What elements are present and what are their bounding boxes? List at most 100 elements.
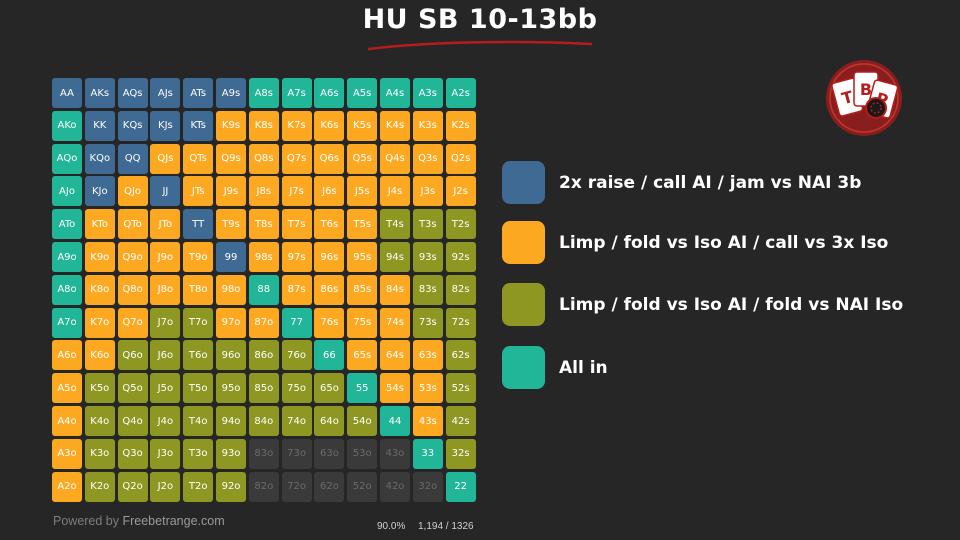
hand-cell: 92o [216, 471, 246, 502]
hand-cell: K2s [445, 110, 476, 141]
hand-cell: A4o [52, 406, 82, 436]
hand-cell: KQo [84, 143, 115, 174]
hand-cell: T9s [216, 209, 246, 240]
hand-cell: 97s [281, 242, 312, 272]
hand-cell: 65o [314, 373, 345, 404]
hand-cell: T9o [183, 242, 214, 272]
hand-cell: 65s [347, 340, 378, 371]
title-underline [367, 40, 593, 51]
legend-label: All in [559, 357, 608, 378]
hand-cell: A7o [52, 307, 82, 338]
hand-cell: QQ [117, 143, 148, 174]
hand-cell: A6s [314, 78, 345, 108]
hand-cell: 87o [248, 307, 279, 338]
hand-cell: 73o [281, 438, 312, 469]
hand-cell: 77 [281, 307, 312, 338]
hand-cell: 54o [347, 406, 378, 436]
hand-cell: 75o [281, 373, 312, 404]
hand-cell: Q3s [412, 143, 443, 174]
hand-cell: 32o [412, 471, 443, 502]
hand-cell: T8o [183, 274, 214, 305]
hand-cell: A2o [52, 471, 82, 502]
hand-cell: 55 [347, 373, 378, 404]
hand-cell: KJs [150, 110, 181, 141]
legend-item-limp-call: Limp / fold vs Iso AI / call vs 3x Iso [502, 221, 888, 264]
hand-cell: J4s [380, 176, 410, 207]
hand-cell: 93s [412, 242, 443, 272]
hand-cell: 97o [216, 307, 246, 338]
legend-swatch [502, 161, 545, 204]
hand-cell: 74o [281, 406, 312, 436]
hand-cell: Q2s [445, 143, 476, 174]
hand-cell: K2o [84, 471, 115, 502]
legend-item-all-in: All in [502, 346, 608, 389]
hand-cell: KQs [117, 110, 148, 141]
hand-cell: 62s [445, 340, 476, 371]
hand-cell: 85s [347, 274, 378, 305]
hand-cell: 88 [248, 274, 279, 305]
hand-cell: J5o [150, 373, 181, 404]
hand-cell: 42s [445, 406, 476, 436]
hand-cell: J3o [150, 438, 181, 469]
hand-cell: J8s [248, 176, 279, 207]
hand-cell: 54s [380, 373, 410, 404]
hand-cell: 94s [380, 242, 410, 272]
hand-cell: 87s [281, 274, 312, 305]
hand-cell: K7s [281, 110, 312, 141]
logo-letter-t: T [840, 87, 856, 108]
hand-cell: A3s [412, 78, 443, 108]
brand-link[interactable]: Freebetrange.com [122, 514, 225, 528]
legend-label: Limp / fold vs Iso AI / call vs 3x Iso [559, 232, 889, 253]
hand-cell: A2s [445, 78, 476, 108]
hand-cell: Q6s [314, 143, 345, 174]
hand-cell: J6s [314, 176, 345, 207]
hand-cell: Q9o [117, 242, 148, 272]
logo-letter-b: B [860, 80, 872, 99]
hand-cell: AA [52, 78, 82, 108]
hand-cell: 64o [314, 406, 345, 436]
hand-cell: Q9s [216, 143, 246, 174]
hand-cell: 43s [412, 406, 443, 436]
hand-cell: AQo [52, 143, 82, 174]
hand-cell: 74s [380, 307, 410, 338]
hand-cell: 72o [281, 471, 312, 502]
hand-cell: A9o [52, 242, 82, 272]
powered-by-text: Powered by [53, 514, 123, 528]
hand-cell: 44 [380, 406, 410, 436]
hand-cell: Q7s [281, 143, 312, 174]
hand-cell: T7s [281, 209, 312, 240]
hand-cell: A9s [216, 78, 246, 108]
hand-cell: T2s [445, 209, 476, 240]
hand-cell: 98s [248, 242, 279, 272]
hand-cell: A5s [347, 78, 378, 108]
hand-cell: 82o [248, 471, 279, 502]
legend-swatch [502, 221, 545, 264]
hand-cell: A4s [380, 78, 410, 108]
hand-cell: ATs [183, 78, 214, 108]
hand-cell: J8o [150, 274, 181, 305]
hand-cell: K6s [314, 110, 345, 141]
hand-cell: 76s [314, 307, 345, 338]
hand-cell: Q4s [380, 143, 410, 174]
hand-cell: TT [183, 209, 214, 240]
hand-cell: T7o [183, 307, 214, 338]
hand-cell: 43o [380, 438, 410, 469]
hand-cell: J5s [347, 176, 378, 207]
hand-cell: 82s [445, 274, 476, 305]
hand-cell: J3s [412, 176, 443, 207]
hand-cell: A8s [248, 78, 279, 108]
hand-cell: KTs [183, 110, 214, 141]
hand-cell: 94o [216, 406, 246, 436]
hand-cell: J9s [216, 176, 246, 207]
combo-count: 1,194 / 1326 [418, 521, 474, 532]
hand-cell: 53s [412, 373, 443, 404]
hand-cell: K3s [412, 110, 443, 141]
hand-cell: J7o [150, 307, 181, 338]
hand-cell: T3s [412, 209, 443, 240]
hand-cell: AKs [84, 78, 115, 108]
hand-cell: JTo [150, 209, 181, 240]
hand-cell: 86o [248, 340, 279, 371]
hand-cell: A3o [52, 438, 82, 469]
hand-cell: 83s [412, 274, 443, 305]
legend-swatch [502, 346, 545, 389]
